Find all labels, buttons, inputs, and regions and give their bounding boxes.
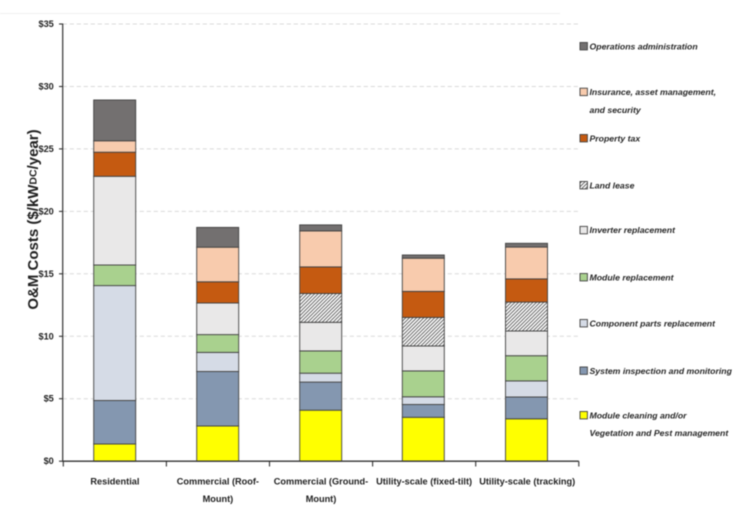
svg-text:$10: $10: [38, 331, 53, 341]
svg-text:Module cleaning and/or: Module cleaning and/or: [590, 410, 688, 420]
svg-text:$35: $35: [38, 19, 53, 29]
svg-text:Mount): Mount): [306, 494, 337, 504]
svg-text:Module replacement: Module replacement: [590, 272, 675, 282]
svg-text:Utility-scale (fixed-tilt): Utility-scale (fixed-tilt): [376, 476, 472, 486]
svg-text:$25: $25: [38, 144, 53, 154]
svg-text:System inspection and monitori: System inspection and monitoring: [590, 366, 733, 376]
svg-text:Component parts replacement: Component parts replacement: [590, 318, 717, 328]
svg-text:Vegetation and Pest management: Vegetation and Pest management: [590, 428, 730, 438]
svg-text:$30: $30: [38, 82, 53, 92]
svg-text:Utility-scale (tracking): Utility-scale (tracking): [479, 476, 575, 486]
svg-text:Commercial (Ground-: Commercial (Ground-: [274, 476, 368, 486]
svg-text:and security: and security: [590, 105, 642, 115]
svg-text:Commercial (Roof-: Commercial (Roof-: [177, 476, 259, 486]
svg-text:$0: $0: [44, 456, 54, 466]
svg-text:Property tax: Property tax: [590, 133, 642, 143]
svg-text:$15: $15: [38, 269, 53, 279]
svg-text:O&M Costs ($/kWDC/year): O&M Costs ($/kWDC/year): [25, 129, 42, 309]
svg-text:Residential: Residential: [90, 476, 139, 486]
svg-text:Inverter replacement: Inverter replacement: [590, 225, 677, 235]
svg-text:$20: $20: [38, 206, 53, 216]
svg-text:Insurance, asset management,: Insurance, asset management,: [590, 87, 717, 97]
svg-text:Land lease: Land lease: [590, 180, 635, 190]
svg-text:$5: $5: [44, 394, 54, 404]
svg-text:Operations administration: Operations administration: [590, 41, 698, 51]
svg-text:Mount): Mount): [203, 494, 234, 504]
